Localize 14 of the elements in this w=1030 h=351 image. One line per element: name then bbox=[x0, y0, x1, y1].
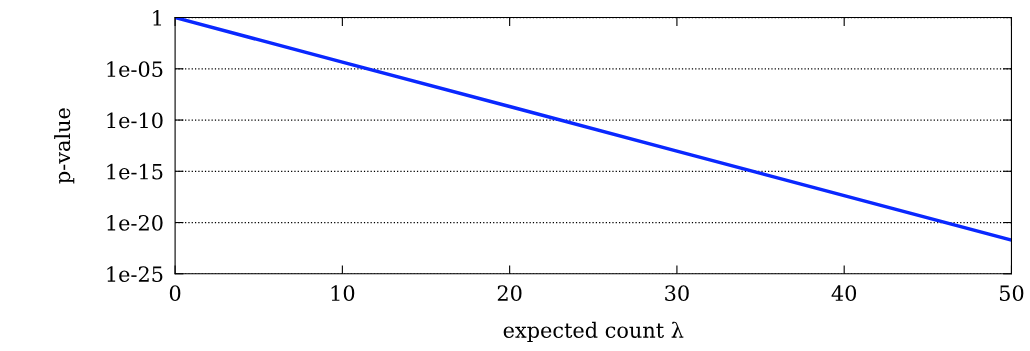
x-axis-title: expected count λ bbox=[503, 321, 684, 342]
x-tick-label: 30 bbox=[665, 285, 689, 302]
y-tick-label: 1e-20 bbox=[107, 214, 163, 231]
x-tick-label: 20 bbox=[497, 285, 522, 302]
y-tick-label: 1e-05 bbox=[107, 61, 163, 78]
y-tick-label: 1e-25 bbox=[107, 266, 163, 282]
x-tick-label: 0 bbox=[169, 285, 181, 302]
x-tick-label: 50 bbox=[999, 285, 1024, 302]
x-tick-label: 10 bbox=[331, 285, 355, 302]
y-tick-label: 1 bbox=[153, 10, 162, 26]
x-tick-label: 40 bbox=[831, 285, 857, 302]
y-tick-label: 1e-15 bbox=[107, 163, 163, 180]
y-tick-label: 1e-10 bbox=[107, 112, 163, 129]
y-axis-title: p-value bbox=[54, 108, 75, 184]
